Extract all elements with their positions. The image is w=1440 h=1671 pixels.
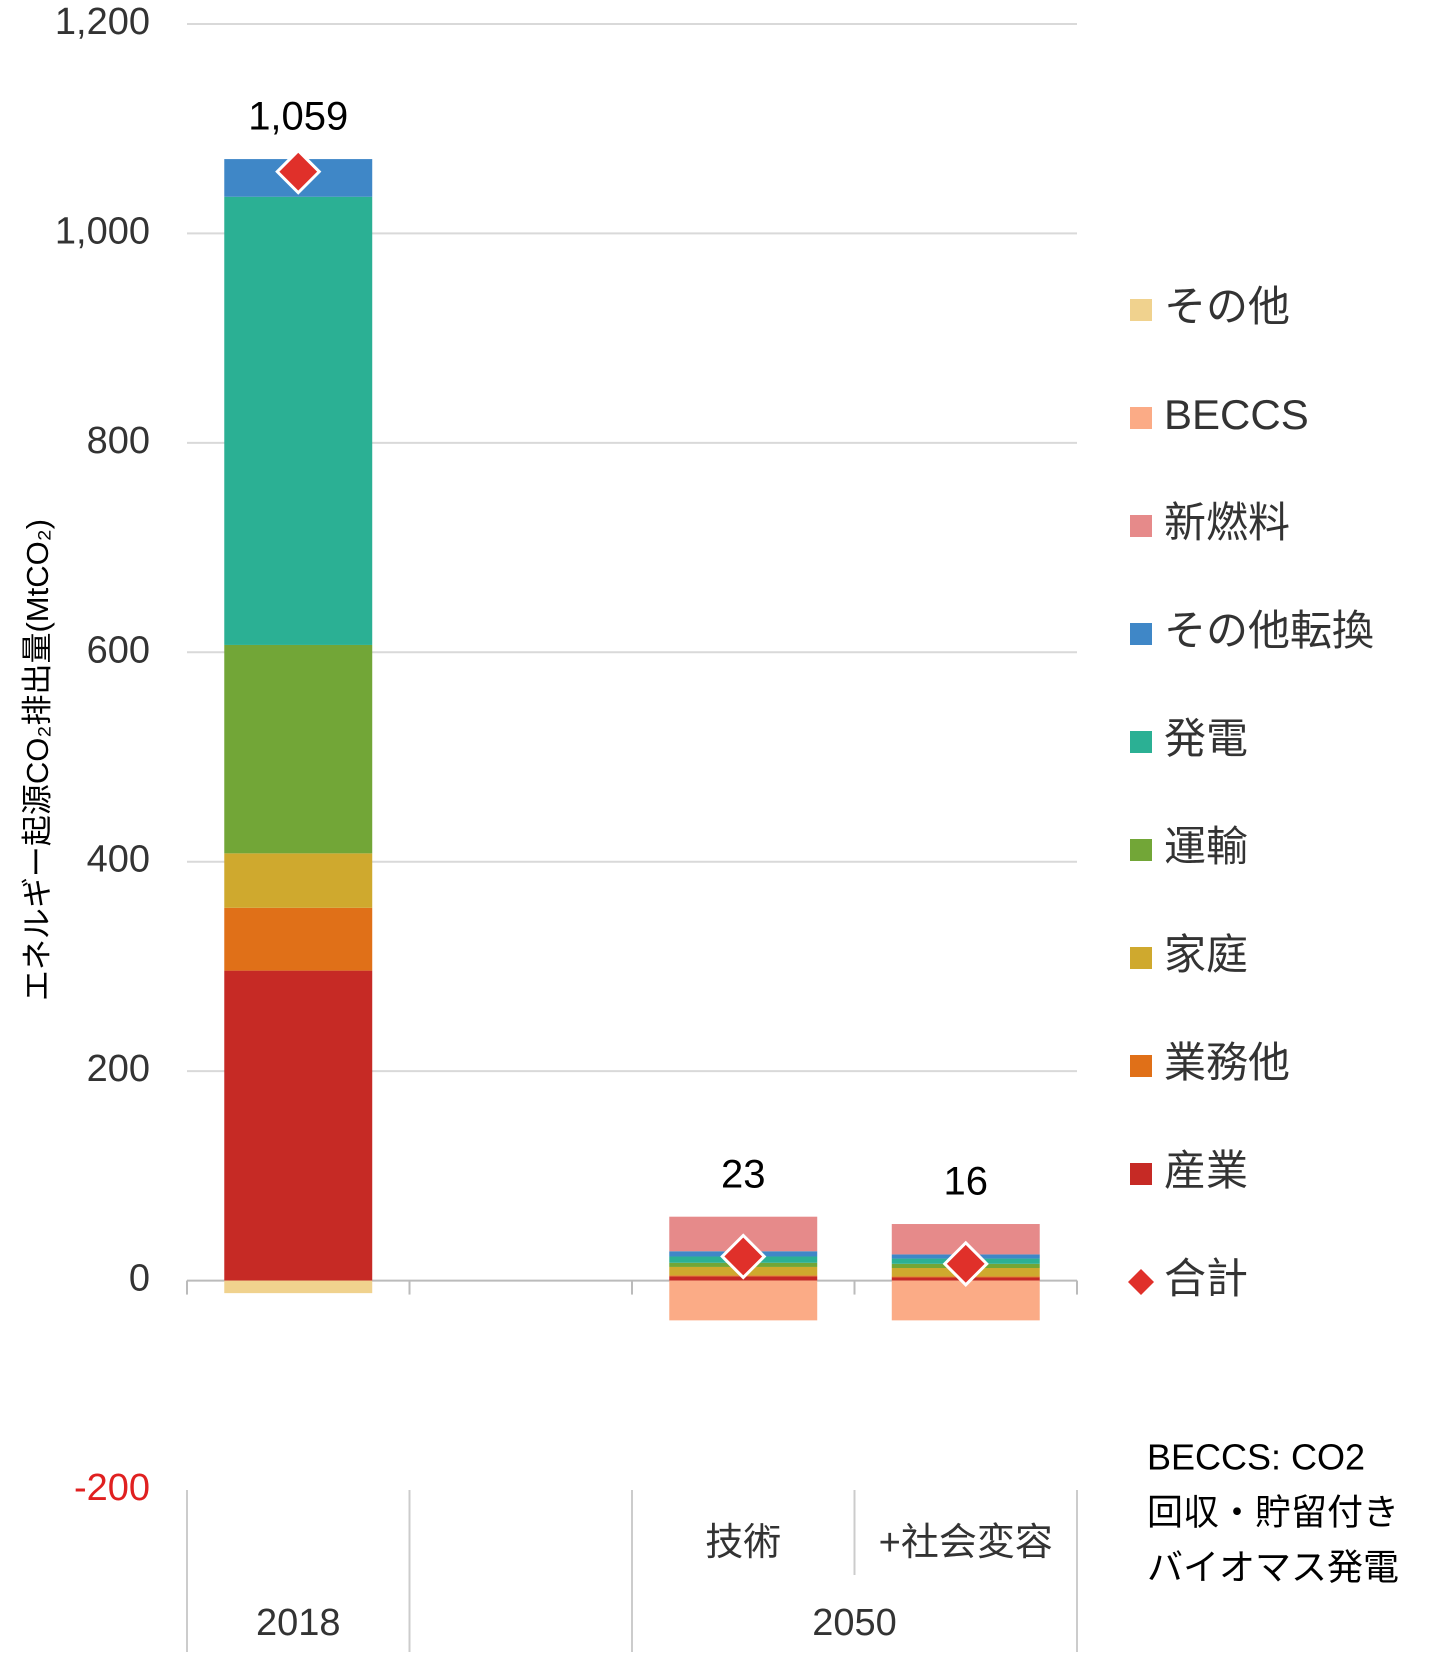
legend-label: 産業	[1164, 1147, 1248, 1194]
data-label: 1,059	[248, 95, 348, 139]
y-tick-label: 0	[129, 1258, 150, 1300]
legend-swatch	[1130, 1055, 1152, 1077]
legend-swatch	[1130, 407, 1152, 429]
legend-swatch	[1130, 623, 1152, 645]
legend-label: 新燃料	[1164, 499, 1290, 546]
bar-segment	[224, 853, 373, 908]
legend-swatch	[1130, 515, 1152, 537]
legend-label: その他転換	[1164, 607, 1374, 654]
bar-segment	[669, 1280, 818, 1321]
bar-segment	[224, 196, 373, 645]
y-tick-label: 1,000	[55, 210, 150, 252]
legend-label: BECCS	[1164, 391, 1309, 438]
note-line: バイオマス発電	[1147, 1547, 1399, 1588]
y-tick-label: -200	[74, 1467, 150, 1509]
legend-swatch	[1130, 1163, 1152, 1185]
total-marker	[275, 148, 322, 195]
legend-label: 業務他	[1164, 1039, 1290, 1086]
bar-segment	[224, 907, 373, 971]
y-tick-label: 200	[87, 1048, 150, 1090]
bar-segment	[224, 1280, 373, 1294]
legend-swatch	[1130, 839, 1152, 861]
legend-label: 運輸	[1164, 823, 1248, 870]
data-label: 16	[944, 1160, 989, 1204]
legend-label: 家庭	[1164, 931, 1248, 978]
data-label: 23	[721, 1152, 766, 1196]
bar-segment	[891, 1280, 1040, 1321]
total-marker	[720, 1233, 767, 1280]
legend-label: その他	[1164, 283, 1290, 330]
bar-segment	[224, 644, 373, 854]
x-tick-label: +社会変容	[879, 1522, 1053, 1564]
total-marker	[942, 1240, 989, 1287]
x-group-label: 2050	[812, 1602, 897, 1644]
legend-label: 合計	[1164, 1255, 1248, 1302]
y-axis-label: エネルギー起源CO₂排出量(MtCO₂)	[20, 519, 55, 1001]
y-tick-label: 1,200	[55, 1, 150, 43]
x-tick-label: 技術	[705, 1522, 781, 1564]
y-tick-label: 400	[87, 839, 150, 881]
note-line: 回収・貯留付き	[1147, 1492, 1399, 1533]
note-line: BECCS: CO2	[1147, 1437, 1365, 1478]
legend-label: 発電	[1164, 715, 1248, 762]
bar-segment	[224, 970, 373, 1281]
y-tick-label: 800	[87, 420, 150, 462]
legend-swatch	[1130, 947, 1152, 969]
legend-swatch	[1130, 299, 1152, 321]
legend-swatch	[1130, 731, 1152, 753]
x-group-label: 2018	[256, 1602, 341, 1644]
legend-swatch	[1128, 1269, 1154, 1295]
y-tick-label: 600	[87, 629, 150, 671]
